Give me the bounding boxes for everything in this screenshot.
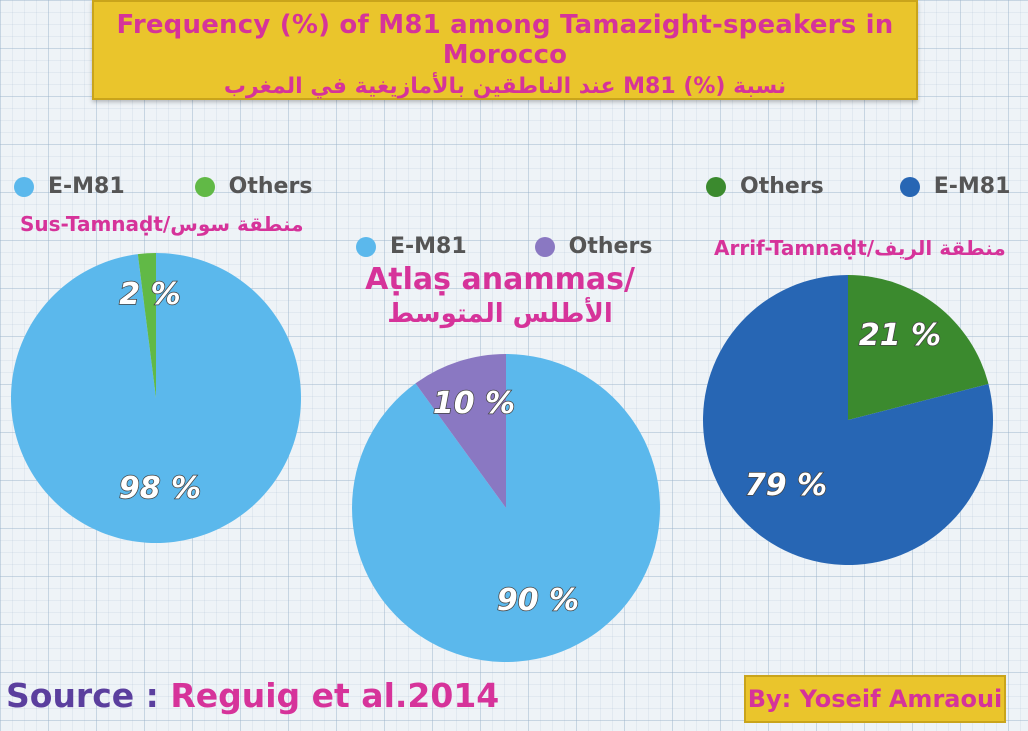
source-prefix: Source : [6,676,171,715]
atlas-legend-item-others: Others [534,234,653,259]
rif-region-label: Arrif-Tamnaḍt/منطقة الريف [714,236,1006,260]
source-reference: Reguig et al.2014 [170,676,500,715]
source-citation: Source : Reguig et al.2014 [6,676,499,715]
author-byline: By: Yoseif Amraoui [744,675,1006,723]
rif-label-others: 21 % [859,318,941,353]
atlas-legend-swatch-others [534,236,555,257]
title-arabic: نسبة (%) M81 عند الناطقين بالأمازيغية في… [223,74,787,99]
atlas-slice-others [415,354,506,508]
sus-legend-item-em81: E-M81 [14,174,125,199]
rif-slice-e-m81 [702,275,993,565]
atlas-region-line2: الأطلس المتوسط [387,299,613,329]
atlas-legend: E-M81 Others [356,234,652,259]
rif-legend-item-em81: E-M81 [899,174,1011,199]
rif-slice-others [848,275,989,420]
atlas-label-others: 10 % [433,386,515,421]
atlas-legend-item-em81: E-M81 [356,234,467,259]
sus-slice-others [137,253,156,398]
rif-legend-item-others: Others [706,174,824,199]
atlas-legend-label-others: Others [568,234,653,259]
sus-legend-swatch-em81 [14,176,34,197]
atlas-region-label: Aṭlaṣ anammas/ الأطلس المتوسط [360,262,640,329]
atlas-legend-swatch-em81 [356,236,376,257]
sus-region-label: Sus-Tamnaḍt/منطقة سوس [20,212,304,236]
rif-label-e-m81: 79 % [745,468,827,503]
rif-legend: Others E-M81 [706,174,1010,199]
atlas-slice-e-m81 [352,354,660,662]
rif-legend-label-em81: E-M81 [933,174,1011,199]
atlas-legend-label-em81: E-M81 [390,234,467,259]
sus-legend: E-M81 Others [14,174,312,199]
atlas-region-line1: Aṭlaṣ anammas/ [365,262,635,297]
sus-label-others: 2 % [119,277,180,312]
rif-legend-label-others: Others [740,174,824,199]
sus-legend-item-others: Others [194,174,313,199]
title-english: Frequency (%) of M81 among Tamazight-spe… [116,10,894,70]
atlas-label-e-m81: 90 % [497,583,579,618]
sus-legend-label-others: Others [228,174,313,199]
sus-slice-e-m81 [10,253,301,543]
sus-legend-swatch-others [194,176,215,197]
sus-legend-label-em81: E-M81 [48,174,125,199]
title-banner: Frequency (%) of M81 among Tamazight-spe… [92,0,918,100]
sus-label-e-m81: 98 % [119,471,201,506]
rif-legend-swatch-others [706,176,726,197]
rif-legend-swatch-em81 [899,176,920,197]
